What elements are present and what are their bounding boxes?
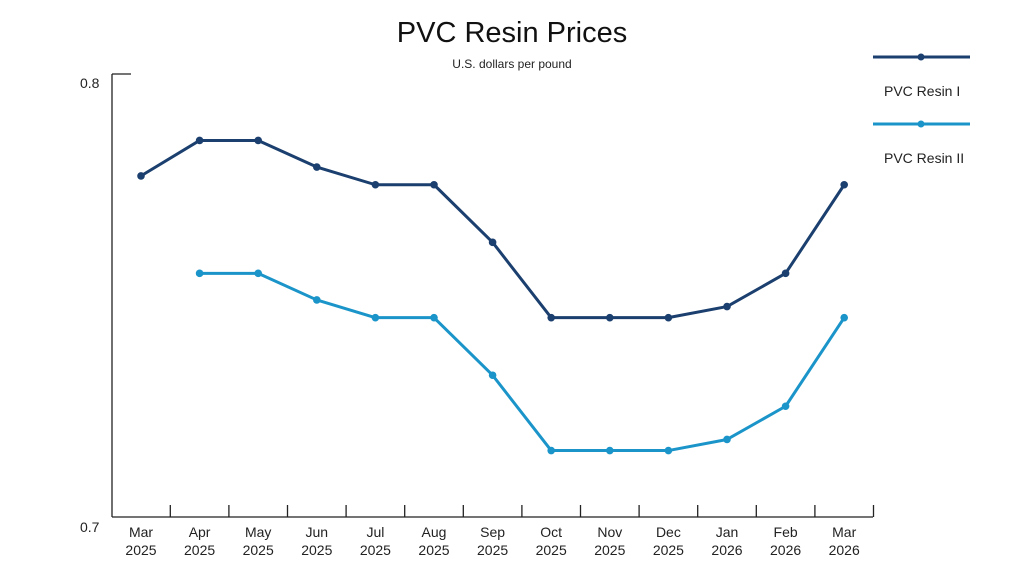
- legend-marker-pvc-resin-ii: [917, 120, 925, 128]
- x-tick-label-month: May: [245, 524, 271, 540]
- data-point-pvc-resin-i: [313, 163, 321, 171]
- x-tick-label: Aug 2025: [418, 524, 449, 558]
- data-point-pvc-resin-ii: [606, 446, 614, 455]
- data-point-pvc-resin-ii: [254, 269, 262, 278]
- x-tick-label: Apr 2025: [184, 524, 215, 558]
- x-tick-label-month: Oct: [540, 524, 562, 540]
- data-point-pvc-resin-ii: [371, 313, 380, 322]
- x-tick-label-month: Jul: [366, 524, 384, 540]
- x-tick-label-year: 2025: [594, 542, 625, 558]
- series-line-pvc-resin-i: [140, 138, 846, 320]
- x-tick-label-month: Jan: [716, 524, 739, 540]
- x-tick-label: Nov 2025: [594, 524, 625, 558]
- chart-title: PVC Resin Prices: [397, 17, 627, 49]
- data-point-pvc-resin-ii: [781, 402, 790, 411]
- legend-item-pvc-resin-i: PVC Resin I: [873, 53, 970, 99]
- x-tick-label-year: 2025: [360, 542, 391, 558]
- data-point-pvc-resin-ii: [313, 296, 321, 304]
- data-point-pvc-resin-i: [137, 172, 145, 180]
- x-tick-label-month: Apr: [189, 524, 211, 540]
- x-tick-label-month: Dec: [656, 524, 681, 540]
- series-line-pvc-resin-ii: [199, 271, 846, 453]
- x-tick-label-month: Feb: [774, 524, 798, 540]
- x-tick-label-year: 2025: [653, 542, 684, 558]
- x-tick-label-month: Aug: [422, 524, 447, 540]
- data-point-pvc-resin-i: [606, 313, 614, 322]
- data-point-pvc-resin-i: [840, 180, 848, 189]
- x-tick-labels: Mar 2025 Apr 2025 May 2025 Jun 2025 Jul 2025 Aug 20…: [125, 524, 860, 558]
- x-tick-label-month: Sep: [480, 524, 505, 540]
- x-tick-label: May 2025: [243, 524, 274, 558]
- legend-item-pvc-resin-ii: PVC Resin II: [873, 120, 970, 166]
- data-point-pvc-resin-ii: [195, 269, 204, 278]
- data-point-pvc-resin-ii: [723, 435, 731, 444]
- x-tick-label: Jul 2025: [360, 524, 391, 558]
- x-tick-label-year: 2025: [184, 542, 215, 558]
- data-point-pvc-resin-i: [723, 302, 731, 311]
- x-tick-label: Mar 2025: [125, 524, 156, 558]
- y-tick-label-top: 0.8: [80, 75, 100, 91]
- x-tick-label: Oct 2025: [536, 524, 567, 558]
- axes: 0.8 0.7: [80, 73, 873, 535]
- x-tick-label-year: 2026: [711, 542, 742, 558]
- x-tick-label: Mar 2026: [829, 524, 860, 558]
- chart-subtitle: U.S. dollars per pound: [452, 57, 571, 71]
- data-point-pvc-resin-i: [371, 180, 380, 189]
- series-pvc-resin-ii: [195, 269, 848, 455]
- data-point-pvc-resin-i: [547, 313, 555, 322]
- data-point-pvc-resin-i: [781, 269, 790, 278]
- y-tick-label-bottom: 0.7: [80, 519, 100, 535]
- data-point-pvc-resin-i: [254, 136, 262, 145]
- x-tick-label-year: 2025: [243, 542, 274, 558]
- x-tick-label-year: 2025: [536, 542, 567, 558]
- data-point-pvc-resin-ii: [664, 446, 673, 455]
- x-tick-label-month: Mar: [129, 524, 153, 540]
- data-point-pvc-resin-i: [664, 313, 673, 322]
- x-tick-label-year: 2026: [770, 542, 801, 558]
- x-tick-label-month: Jun: [306, 524, 329, 540]
- x-ticks: [169, 505, 875, 517]
- x-tick-label-month: Nov: [597, 524, 622, 540]
- legend-label-pvc-resin-i: PVC Resin I: [884, 83, 960, 99]
- data-point-pvc-resin-ii: [430, 313, 438, 322]
- x-tick-label: Sep 2025: [477, 524, 508, 558]
- x-tick-label: Feb 2026: [770, 524, 801, 558]
- x-tick-label-month: Mar: [832, 524, 856, 540]
- x-tick-label-year: 2025: [477, 542, 508, 558]
- x-tick-label-year: 2026: [829, 542, 860, 558]
- data-point-pvc-resin-ii: [840, 313, 848, 322]
- x-tick-label: Jun 2025: [301, 524, 332, 558]
- x-tick-label-year: 2025: [125, 542, 156, 558]
- legend-label-pvc-resin-ii: PVC Resin II: [884, 150, 964, 166]
- x-tick-label: Dec 2025: [653, 524, 684, 558]
- data-point-pvc-resin-i: [430, 180, 438, 189]
- x-tick-label-year: 2025: [301, 542, 332, 558]
- legend: PVC Resin I PVC Resin II: [873, 53, 970, 166]
- data-point-pvc-resin-ii: [488, 371, 497, 380]
- series-layer: [137, 136, 848, 455]
- x-tick-label: Jan 2026: [711, 524, 742, 558]
- data-point-pvc-resin-ii: [547, 446, 555, 455]
- data-point-pvc-resin-i: [195, 136, 204, 145]
- series-pvc-resin-i: [137, 136, 848, 322]
- data-point-pvc-resin-i: [488, 238, 497, 247]
- legend-marker-pvc-resin-i: [917, 53, 925, 61]
- x-tick-label-year: 2025: [418, 542, 449, 558]
